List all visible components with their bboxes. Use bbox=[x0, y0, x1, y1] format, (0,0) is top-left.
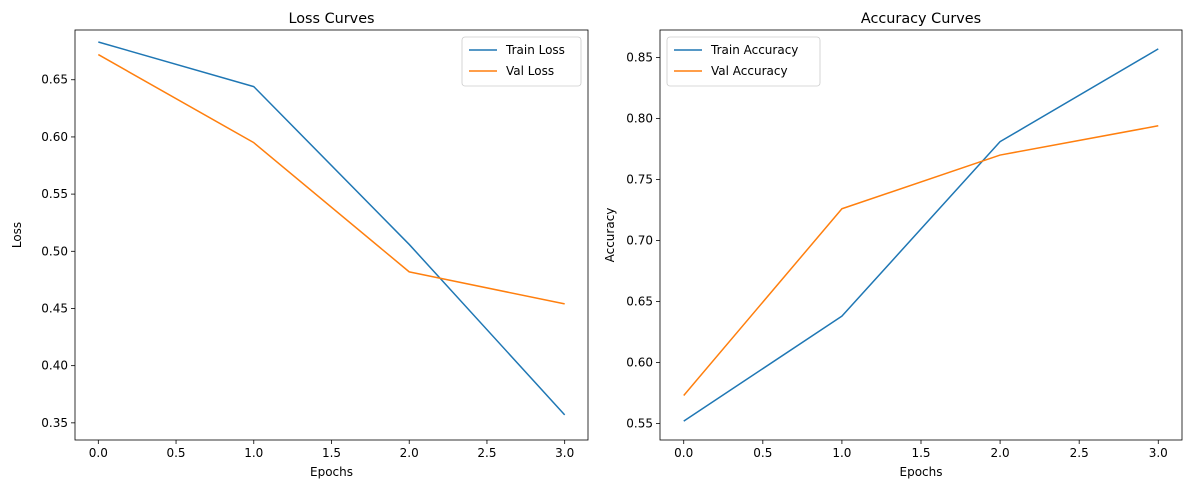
x-axis-label: Epochs bbox=[310, 465, 353, 479]
x-axis-label: Epochs bbox=[900, 465, 943, 479]
series-line-1 bbox=[683, 125, 1159, 396]
y-tick-label: 0.35 bbox=[41, 416, 68, 430]
x-tick-label: 0.5 bbox=[753, 446, 772, 460]
chart-panel-1: Accuracy Curves 0.0 0.5 1.0 1.5 2.0 2.5 3.0 0.55… bbox=[603, 11, 1183, 479]
y-tick-label: 0.65 bbox=[626, 295, 653, 309]
x-tick-label: 1.0 bbox=[244, 446, 263, 460]
x-tick-label: 0.0 bbox=[89, 446, 108, 460]
x-tick-label: 1.5 bbox=[322, 446, 341, 460]
legend-label-1: Val Loss bbox=[506, 64, 554, 78]
x-tick-label: 3.0 bbox=[1149, 446, 1168, 460]
chart-title: Loss Curves bbox=[288, 11, 374, 27]
series-line-0 bbox=[683, 48, 1159, 422]
y-tick-label: 0.70 bbox=[626, 233, 653, 247]
x-tick-label: 0.5 bbox=[166, 446, 185, 460]
x-tick-label: 2.0 bbox=[400, 446, 419, 460]
y-tick-label: 0.50 bbox=[41, 244, 68, 258]
series-line-0 bbox=[98, 41, 566, 416]
legend-label-1: Val Accuracy bbox=[711, 64, 788, 78]
y-axis-label: Loss bbox=[10, 222, 24, 248]
x-tick-label: 2.0 bbox=[991, 446, 1010, 460]
x-tick-label: 1.0 bbox=[832, 446, 851, 460]
y-tick-label: 0.80 bbox=[626, 111, 653, 125]
x-tick-label: 0.0 bbox=[674, 446, 693, 460]
chart-panel-0: Loss Curves 0.0 0.5 1.0 1.5 2.0 2.5 3.0 0.35 0.40… bbox=[10, 11, 589, 479]
legend-label-0: Train Loss bbox=[505, 43, 565, 57]
y-tick-label: 0.55 bbox=[626, 417, 653, 431]
legend-box bbox=[666, 36, 821, 87]
x-tick-label: 3.0 bbox=[555, 446, 574, 460]
y-tick-label: 0.40 bbox=[41, 359, 68, 373]
legend-label-0: Train Accuracy bbox=[710, 43, 798, 57]
x-tick-label: 2.5 bbox=[477, 446, 496, 460]
y-tick-label: 0.45 bbox=[41, 301, 68, 315]
x-tick-label: 1.5 bbox=[911, 446, 930, 460]
y-tick-label: 0.65 bbox=[41, 73, 68, 87]
y-axis-label: Accuracy bbox=[603, 208, 617, 263]
y-tick-label: 0.55 bbox=[41, 187, 68, 201]
y-tick-label: 0.60 bbox=[626, 356, 653, 370]
y-tick-label: 0.75 bbox=[626, 172, 653, 186]
x-tick-label: 2.5 bbox=[1070, 446, 1089, 460]
y-tick-label: 0.60 bbox=[41, 130, 68, 144]
y-tick-label: 0.85 bbox=[626, 50, 653, 64]
series-line-1 bbox=[97, 53, 565, 305]
chart-title: Accuracy Curves bbox=[861, 11, 981, 27]
